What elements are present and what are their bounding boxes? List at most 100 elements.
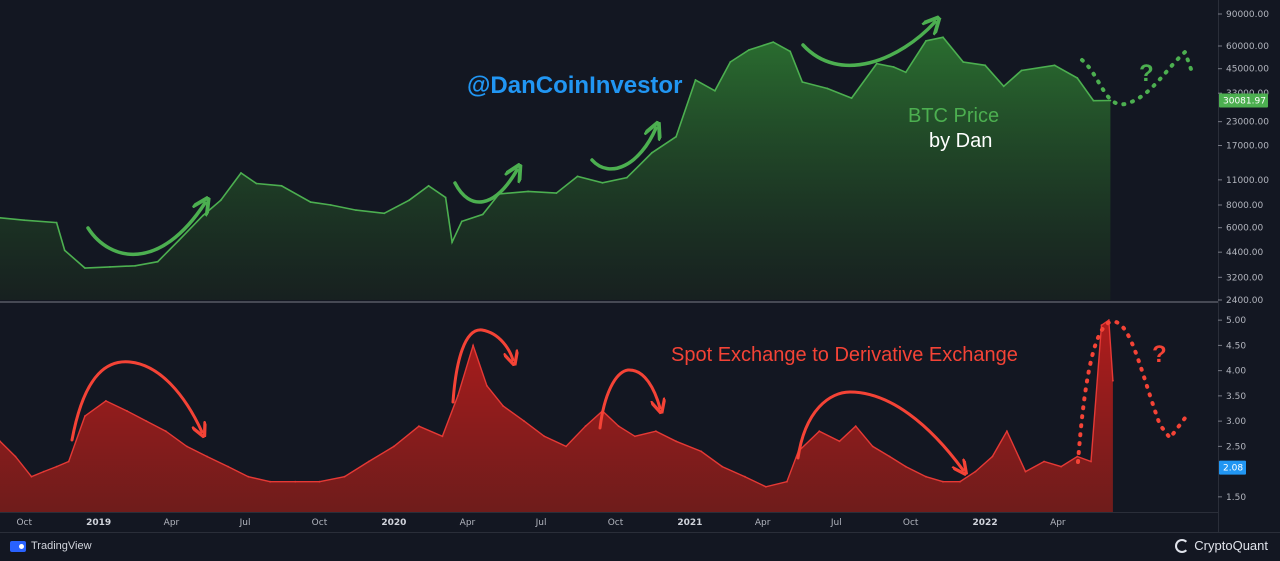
green-curve-arrow-3[interactable] — [590, 128, 656, 171]
green-dotted-path[interactable] — [1080, 48, 1194, 107]
flow-last-value-tag — [1219, 460, 1246, 475]
flow-point — [925, 475, 927, 478]
flow-point — [1006, 430, 1008, 433]
green-curve-arrow-4[interactable] — [801, 22, 935, 68]
btc-price-pane — [0, 36, 1112, 301]
flow-area — [0, 320, 1113, 512]
btc-price-point — [177, 239, 180, 242]
flow-line[interactable] — [0, 318, 1114, 488]
flow-point — [1107, 319, 1110, 321]
flow-point — [721, 465, 724, 468]
flow-point — [675, 440, 677, 443]
btc-price-point — [789, 50, 792, 53]
flow-point — [888, 455, 891, 458]
time-tick-label: 2021 — [677, 518, 702, 528]
flow-label: Spot Exchange to Derivative Exchange — [671, 344, 1018, 366]
flow-point — [1024, 470, 1027, 473]
btc-price-line[interactable] — [0, 36, 1111, 269]
btc-price-point — [892, 66, 895, 68]
btc-price-point — [109, 266, 111, 268]
cryptoquant-brand[interactable]: CryptoQuant — [1175, 538, 1268, 553]
red-curve-arrow-3[interactable] — [598, 368, 660, 430]
flow-point — [0, 440, 1, 443]
btc-price-point — [601, 181, 604, 184]
flow-point — [502, 405, 504, 407]
flow-point — [818, 430, 821, 433]
btc-price-point — [772, 41, 775, 43]
flow-tick-label: 3.00 — [1226, 417, 1246, 427]
footer-bar: TradingView CryptoQuant — [0, 532, 1280, 561]
btc-price-point — [555, 192, 558, 195]
btc-price-point — [23, 219, 26, 222]
btc-price-point — [451, 241, 453, 244]
btc-price-point — [329, 204, 332, 206]
time-tick-label: Apr — [1050, 518, 1066, 528]
price-y-axis[interactable]: 2400.00 3200.00 4400.00 6000.00 8000.00 11000… — [1218, 10, 1269, 306]
red-question-mark: ? — [1152, 341, 1167, 368]
flow-point — [744, 475, 746, 478]
flow-point — [367, 460, 370, 463]
red-curve-arrow-4[interactable] — [796, 390, 963, 470]
btc-price-point — [875, 62, 878, 65]
time-tick-label: Oct — [312, 518, 328, 528]
tradingview-brand[interactable]: TradingView — [10, 540, 92, 552]
flow-point — [486, 384, 488, 387]
btc-price-point — [527, 190, 529, 193]
cryptoquant-brand-text: CryptoQuant — [1194, 538, 1268, 553]
btc-price-point — [280, 184, 283, 187]
flow-point — [126, 410, 128, 412]
btc-price-point — [219, 199, 222, 202]
btc-price-point — [134, 264, 137, 267]
btc-price-point — [84, 267, 86, 269]
flow-point — [974, 470, 977, 473]
flow-point — [1112, 379, 1114, 382]
price-tick-label: 6000.00 — [1226, 224, 1263, 234]
time-tick-label: Jul — [239, 518, 251, 528]
flow-point — [584, 425, 587, 428]
flow-point — [854, 425, 857, 428]
red-curve-arrow-1[interactable] — [70, 360, 202, 442]
price-tick-label: 8000.00 — [1226, 201, 1263, 211]
time-tick-label: Apr — [164, 518, 180, 528]
tradingview-brand-text: TradingView — [31, 540, 92, 552]
chart-canvas[interactable]: 2400.00 3200.00 4400.00 6000.00 8000.00 11000… — [0, 0, 1280, 532]
price-last-value-label: 30081.97 — [1223, 96, 1266, 106]
flow-point — [1090, 460, 1092, 463]
flow-point — [441, 435, 444, 438]
flow-point — [247, 475, 250, 478]
price-tick-label: 17000.00 — [1226, 142, 1269, 152]
tradingview-logo-icon — [10, 540, 26, 552]
time-x-axis[interactable]: Oct 2019 Apr Jul Oct 2020 Apr Jul Oct 2021 Apr Jul O… — [16, 518, 1065, 528]
flow-point — [206, 455, 208, 458]
btc-price-point — [651, 151, 653, 154]
btc-price-point — [1109, 99, 1112, 102]
green-curve-arrow-2[interactable] — [453, 170, 517, 204]
flow-point — [838, 440, 841, 443]
flow-point — [67, 460, 70, 463]
btc-price-point — [309, 201, 312, 204]
time-tick-label: 2019 — [86, 518, 111, 528]
btc-price-point — [63, 249, 66, 252]
time-tick-label: 2020 — [381, 518, 406, 528]
btc-price-point — [826, 87, 829, 90]
flow-y-axis[interactable]: 1.50 2.50 3.00 3.50 4.00 4.50 5.00 2.08 — [1218, 316, 1246, 503]
btc-price-point — [383, 212, 386, 215]
flow-tick-label: 2.50 — [1226, 442, 1246, 452]
btc-price-point — [55, 221, 58, 224]
drawing-layer — [70, 22, 1194, 470]
price-last-value-tag — [1219, 93, 1268, 108]
btc-price-point — [675, 135, 677, 138]
btc-price-point — [460, 220, 463, 223]
green-curve-arrow-1[interactable] — [86, 203, 205, 256]
price-tick-label: 3200.00 — [1226, 273, 1263, 283]
red-dotted-path[interactable] — [1076, 319, 1187, 464]
flow-point — [318, 480, 321, 483]
flow-point — [105, 400, 107, 402]
flow-point — [1100, 324, 1103, 327]
btc-price-point — [1053, 64, 1056, 67]
flow-point — [269, 480, 271, 483]
btc-price-point — [714, 89, 716, 92]
red-curve-arrow-2[interactable] — [451, 328, 513, 404]
time-tick-label: Jul — [535, 518, 547, 528]
price-tick-label: 23000.00 — [1226, 118, 1269, 128]
